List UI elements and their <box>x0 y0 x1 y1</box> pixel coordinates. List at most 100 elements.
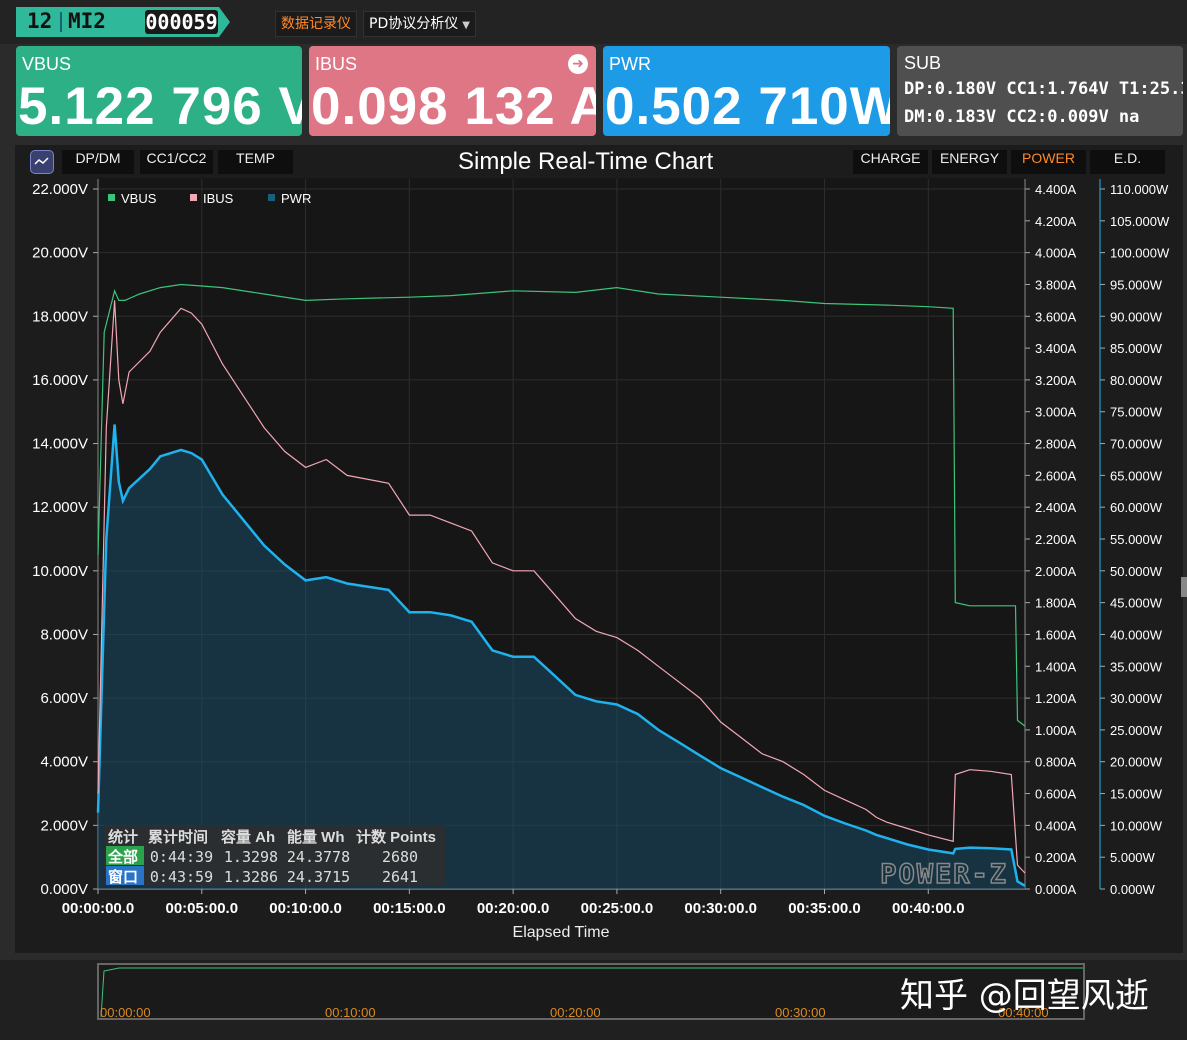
ibus-axis-label: 4.000A <box>1035 246 1077 261</box>
pwr-axis-label: 100.000W <box>1110 246 1170 261</box>
ibus-axis-label: 2.400A <box>1035 500 1077 515</box>
ibus-line <box>97 300 1026 874</box>
sub-label: SUB <box>904 53 942 73</box>
ibus-label: IBUS <box>315 54 358 74</box>
tab-energy[interactable]: ENERGY <box>932 150 1007 174</box>
stats-cell: 1.3298 <box>224 848 278 866</box>
pwr-value: 0.502 710W <box>605 77 890 136</box>
device-model: MI2 <box>68 9 106 33</box>
stats-cells: 统计 累计时间 容量 Ah 能量 Wh 计数 Points 全部 0:44:39 1.3298… <box>106 828 436 886</box>
pwr-label: PWR <box>609 54 651 74</box>
pwr-axis-label: 20.000W <box>1110 755 1163 770</box>
left-axis-label: 8.000V <box>40 626 88 643</box>
device-badge[interactable]: 12 MI2 000059 <box>16 7 230 37</box>
left-axis-label: 18.000V <box>32 308 88 325</box>
stats-cell: 24.3715 <box>287 868 350 886</box>
pwr-axis-label: 0.000W <box>1110 882 1156 897</box>
tab-power[interactable]: POWER <box>1011 150 1086 174</box>
pwr-axis-label: 90.000W <box>1110 309 1163 324</box>
ibus-axis-label: 3.400A <box>1035 341 1077 356</box>
tab-ed[interactable]: E.D. <box>1090 150 1165 174</box>
ibus-axis-label: 4.200A <box>1035 214 1077 229</box>
pwr-axis-label: 60.000W <box>1110 500 1163 515</box>
vbus-line <box>97 283 1026 727</box>
stats-header: 计数 Points <box>356 828 436 846</box>
left-axis-label: 16.000V <box>32 372 88 389</box>
stats-header: 累计时间 <box>148 828 208 846</box>
overview-label-3: 00:30:00 <box>775 1005 826 1020</box>
overview-label-0: 00:00:00 <box>100 1005 151 1020</box>
x-axis-label: 00:25:00.0 <box>581 900 654 917</box>
ibus-axis-label: 1.800A <box>1035 596 1077 611</box>
pwr-axis-label: 105.000W <box>1110 214 1170 229</box>
pd-analyzer-dropdown[interactable]: PD协议分析仪 ▼ <box>363 11 476 37</box>
legend-label: VBUS <box>121 191 157 206</box>
stats-cell: 0:44:39 <box>150 848 213 866</box>
tab-charge[interactable]: CHARGE <box>853 150 928 174</box>
vbus-label: VBUS <box>22 54 72 74</box>
x-axis-label: 00:05:00.0 <box>166 900 239 917</box>
stats-row-label: 全部 <box>107 848 138 866</box>
chart-title: Simple Real-Time Chart <box>458 148 714 175</box>
side-scroll-handle[interactable] <box>1181 577 1187 597</box>
sub-meter: SUB DP:0.180V CC1:1.764V T1:25.38℃ DM:0.… <box>897 46 1183 136</box>
pwr-axis-label: 55.000W <box>1110 532 1163 547</box>
stats-cell: 2641 <box>382 868 418 886</box>
badge-separator <box>60 12 62 32</box>
ibus-axis-label: 2.600A <box>1035 468 1077 483</box>
x-axis-label: 00:10:00.0 <box>269 900 342 917</box>
pwr-meter: PWR 0.502 710W <box>603 46 890 136</box>
stats-row-label-bg <box>106 846 144 865</box>
ibus-axis-label: 0.600A <box>1035 787 1077 802</box>
vbus-meter: VBUS 5.122 796 V <box>16 46 302 136</box>
pd-analyzer-label: PD协议分析仪 <box>369 16 459 32</box>
pwr-axis-label: 85.000W <box>1110 341 1163 356</box>
pwr-axis-label: 95.000W <box>1110 277 1163 292</box>
overview-mini-plot <box>100 967 1083 1018</box>
left-axis-label: 6.000V <box>40 690 88 707</box>
power-chart[interactable]: 0.000V 2.000V 4.000V 6.000V 8.000V 10.000V 12.… <box>0 0 1187 960</box>
tab-dp-dm[interactable]: DP/DM <box>62 150 134 174</box>
data-logger-button[interactable]: 数据记录仪 <box>275 11 357 37</box>
pwr-axis-label: 65.000W <box>1110 468 1163 483</box>
ibus-axis-label: 3.600A <box>1035 309 1077 324</box>
left-axis-label: 14.000V <box>32 436 88 453</box>
pwr-line <box>96 424 1026 887</box>
overview-label-1: 00:10:00 <box>325 1005 376 1020</box>
pwr-axis-label: 25.000W <box>1110 723 1163 738</box>
ibus-axis-label: 0.400A <box>1035 818 1077 833</box>
ibus-axis-label: 0.800A <box>1035 755 1077 770</box>
pwr-axis-label: 5.000W <box>1110 850 1156 865</box>
ibus-axis-label: 3.200A <box>1035 373 1077 388</box>
ibus-axis-label: 1.400A <box>1035 659 1077 674</box>
stats-row-label-bg <box>106 866 144 885</box>
ibus-axis-label: 2.200A <box>1035 532 1077 547</box>
pwr-axis-label: 80.000W <box>1110 373 1163 388</box>
direction-arrow-icon[interactable]: ➜ <box>568 54 588 74</box>
ibus-axis-label: 1.200A <box>1035 691 1077 706</box>
chart-axes: 0.000V 2.000V 4.000V 6.000V 8.000V 10.000V 12.… <box>32 179 1170 917</box>
zhihu-watermark: 知乎 @回望风逝 <box>900 976 1149 1016</box>
left-axis-label: 12.000V <box>32 499 88 516</box>
pwr-axis-label: 50.000W <box>1110 564 1163 579</box>
legend-label: PWR <box>281 191 311 206</box>
x-axis-label: 00:00:00.0 <box>62 900 135 917</box>
pwr-axis-label: 35.000W <box>1110 659 1163 674</box>
left-axis-label: 2.000V <box>40 817 88 834</box>
chart-legend: VBUS IBUS PWR <box>108 191 311 206</box>
legend-label: IBUS <box>203 191 234 206</box>
overview-range-selector[interactable] <box>97 963 1085 1020</box>
device-channel: 12 <box>27 9 53 33</box>
stats-cell: 24.3778 <box>287 848 350 866</box>
stats-cell: 2680 <box>382 848 418 866</box>
chart-mode-icon[interactable] <box>30 150 54 174</box>
ibus-axis-label: 2.800A <box>1035 437 1077 452</box>
left-axis-label: 22.000V <box>32 181 88 198</box>
tab-cc1-cc2[interactable]: CC1/CC2 <box>140 150 213 174</box>
left-axis-label: 20.000V <box>32 245 88 262</box>
tab-temp[interactable]: TEMP <box>218 150 293 174</box>
legend-swatch <box>268 194 275 201</box>
legend-swatch <box>108 194 115 201</box>
pwr-axis-label: 15.000W <box>1110 787 1163 802</box>
overview-label-2: 00:20:00 <box>550 1005 601 1020</box>
